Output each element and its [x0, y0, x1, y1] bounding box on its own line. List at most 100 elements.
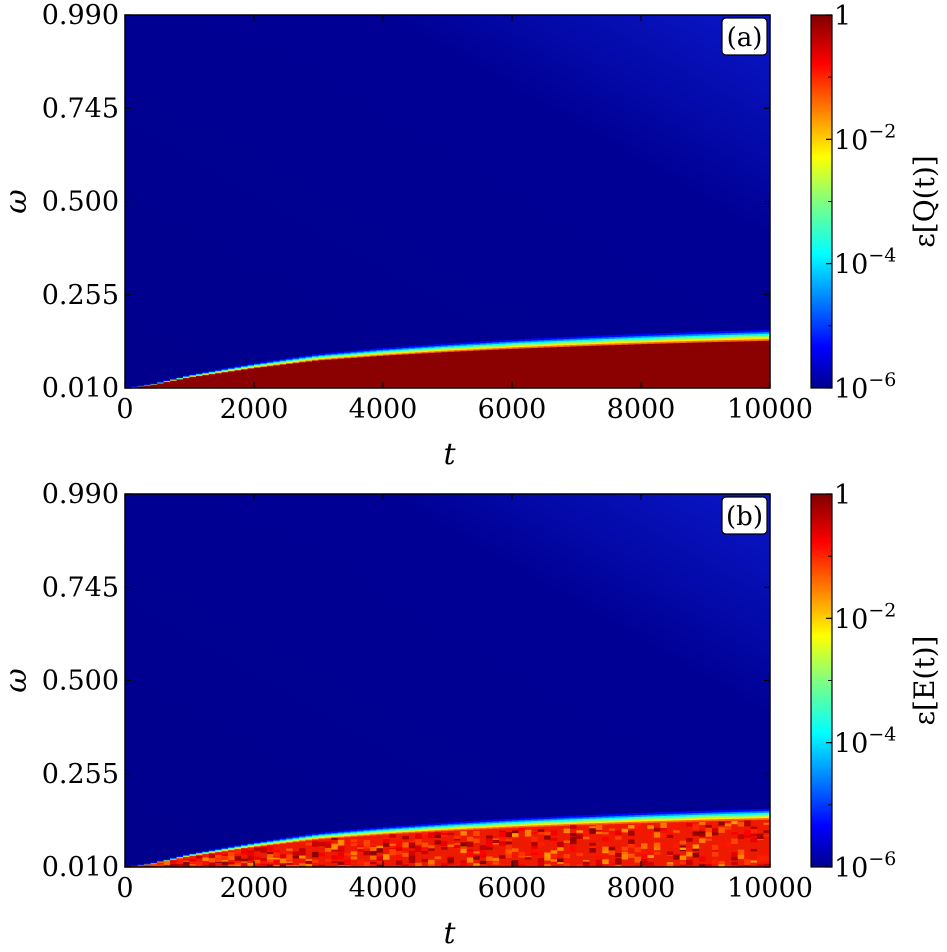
heatmap-cell	[460, 848, 468, 854]
heatmap-cell	[337, 837, 345, 867]
heatmap-cell	[531, 817, 539, 820]
heatmap-cell	[724, 341, 732, 388]
heatmap-cell	[576, 342, 584, 345]
heatmap-cell	[763, 333, 770, 336]
heatmap-cell	[402, 826, 410, 829]
heatmap-cell	[660, 820, 668, 823]
heatmap-cell	[660, 818, 668, 821]
heatmap-cell	[453, 349, 461, 352]
heatmap-cell	[479, 823, 487, 826]
heatmap-cell	[744, 337, 752, 340]
heatmap-cell	[524, 857, 532, 860]
heatmap-cell	[524, 338, 532, 341]
heatmap-cell	[666, 811, 674, 815]
heatmap-cell	[318, 358, 326, 361]
heatmap-cell	[370, 829, 378, 831]
heatmap-cell	[273, 359, 281, 362]
heatmap-cell	[647, 336, 655, 340]
heatmap-cell	[679, 335, 687, 338]
heatmap-cell	[582, 342, 590, 345]
heatmap-column	[608, 335, 616, 388]
heatmap-cell	[208, 854, 216, 860]
heatmap-cell	[421, 829, 429, 832]
heatmap-cell	[215, 850, 223, 852]
heatmap-cell	[395, 825, 403, 828]
heatmap-cell	[466, 857, 474, 863]
heatmap-cell	[460, 824, 468, 827]
heatmap-cell	[492, 342, 500, 344]
heatmap-column	[473, 341, 481, 388]
heatmap-cell	[686, 812, 694, 816]
heatmap-cell	[718, 827, 726, 833]
heatmap-column	[544, 816, 552, 867]
heatmap-cell	[466, 346, 474, 349]
heatmap-column	[305, 355, 313, 388]
heatmap-cell	[763, 834, 770, 837]
heatmap-cell	[150, 865, 158, 867]
heatmap-cell	[750, 340, 758, 388]
heatmap-cell	[415, 346, 423, 349]
heatmap-cell	[563, 820, 571, 823]
heatmap-cell	[402, 825, 410, 828]
heatmap-cell	[473, 829, 481, 867]
heatmap-cell	[453, 823, 461, 826]
heatmap-cell	[395, 832, 403, 834]
heatmap-cell	[479, 344, 487, 347]
heatmap-column	[570, 336, 578, 388]
heatmap-cell	[699, 817, 707, 820]
heatmap-column	[492, 819, 500, 867]
heatmap-cell	[389, 348, 397, 351]
heatmap-cell	[170, 863, 178, 867]
heatmap-cell	[595, 341, 603, 345]
heatmap-cell	[705, 338, 713, 341]
heatmap-cell	[273, 838, 281, 841]
heatmap-cell	[208, 371, 216, 373]
heatmap-cell	[505, 832, 513, 838]
heatmap-cell	[563, 822, 571, 825]
heatmap-column	[447, 822, 455, 867]
heatmap-cell	[331, 352, 339, 354]
heatmap-cell	[750, 826, 758, 832]
heatmap-column	[505, 818, 513, 867]
heatmap-column	[441, 343, 449, 388]
heatmap-column	[647, 812, 655, 867]
heatmap-cell	[692, 814, 700, 817]
heatmap-cell	[331, 355, 339, 358]
heatmap-cell	[428, 351, 436, 353]
heatmap-cell	[324, 858, 332, 862]
heatmap-cell	[183, 862, 191, 866]
heatmap-cell	[615, 852, 623, 858]
heatmap-cell	[254, 845, 262, 847]
heatmap-cell	[653, 336, 661, 339]
heatmap-cell	[292, 361, 300, 364]
heatmap-cell	[453, 346, 461, 349]
heatmap-cell	[260, 840, 268, 843]
heatmap-cell	[641, 843, 649, 849]
heatmap-cell	[589, 814, 597, 818]
heatmap-cell	[286, 854, 294, 861]
heatmap-cell	[460, 842, 468, 847]
heatmap-cell	[628, 841, 636, 848]
heatmap-cell	[699, 815, 707, 819]
heatmap-cell	[337, 352, 345, 355]
heatmap-cell	[389, 843, 397, 846]
heatmap-cell	[550, 825, 558, 867]
heatmap-cell	[305, 840, 313, 867]
heatmap-cell	[531, 344, 539, 347]
colorbar: 110−210−410−6ε[Q(t)]	[810, 1, 941, 405]
heatmap-cell	[318, 835, 326, 838]
heatmap-cell	[550, 816, 558, 819]
heatmap-cell	[299, 360, 307, 363]
heatmap-cell	[479, 341, 487, 344]
heatmap-column	[337, 351, 345, 388]
heatmap-cell	[363, 350, 371, 353]
heatmap-cell	[576, 817, 584, 820]
heatmap-cell	[718, 813, 726, 816]
heatmap-cell	[731, 852, 739, 858]
heatmap-cell	[544, 863, 552, 867]
heatmap-cell	[550, 345, 558, 348]
heatmap-cell	[718, 818, 726, 821]
heatmap-cell	[486, 827, 494, 829]
heatmap-cell	[208, 851, 216, 853]
heatmap-cell	[447, 830, 455, 867]
